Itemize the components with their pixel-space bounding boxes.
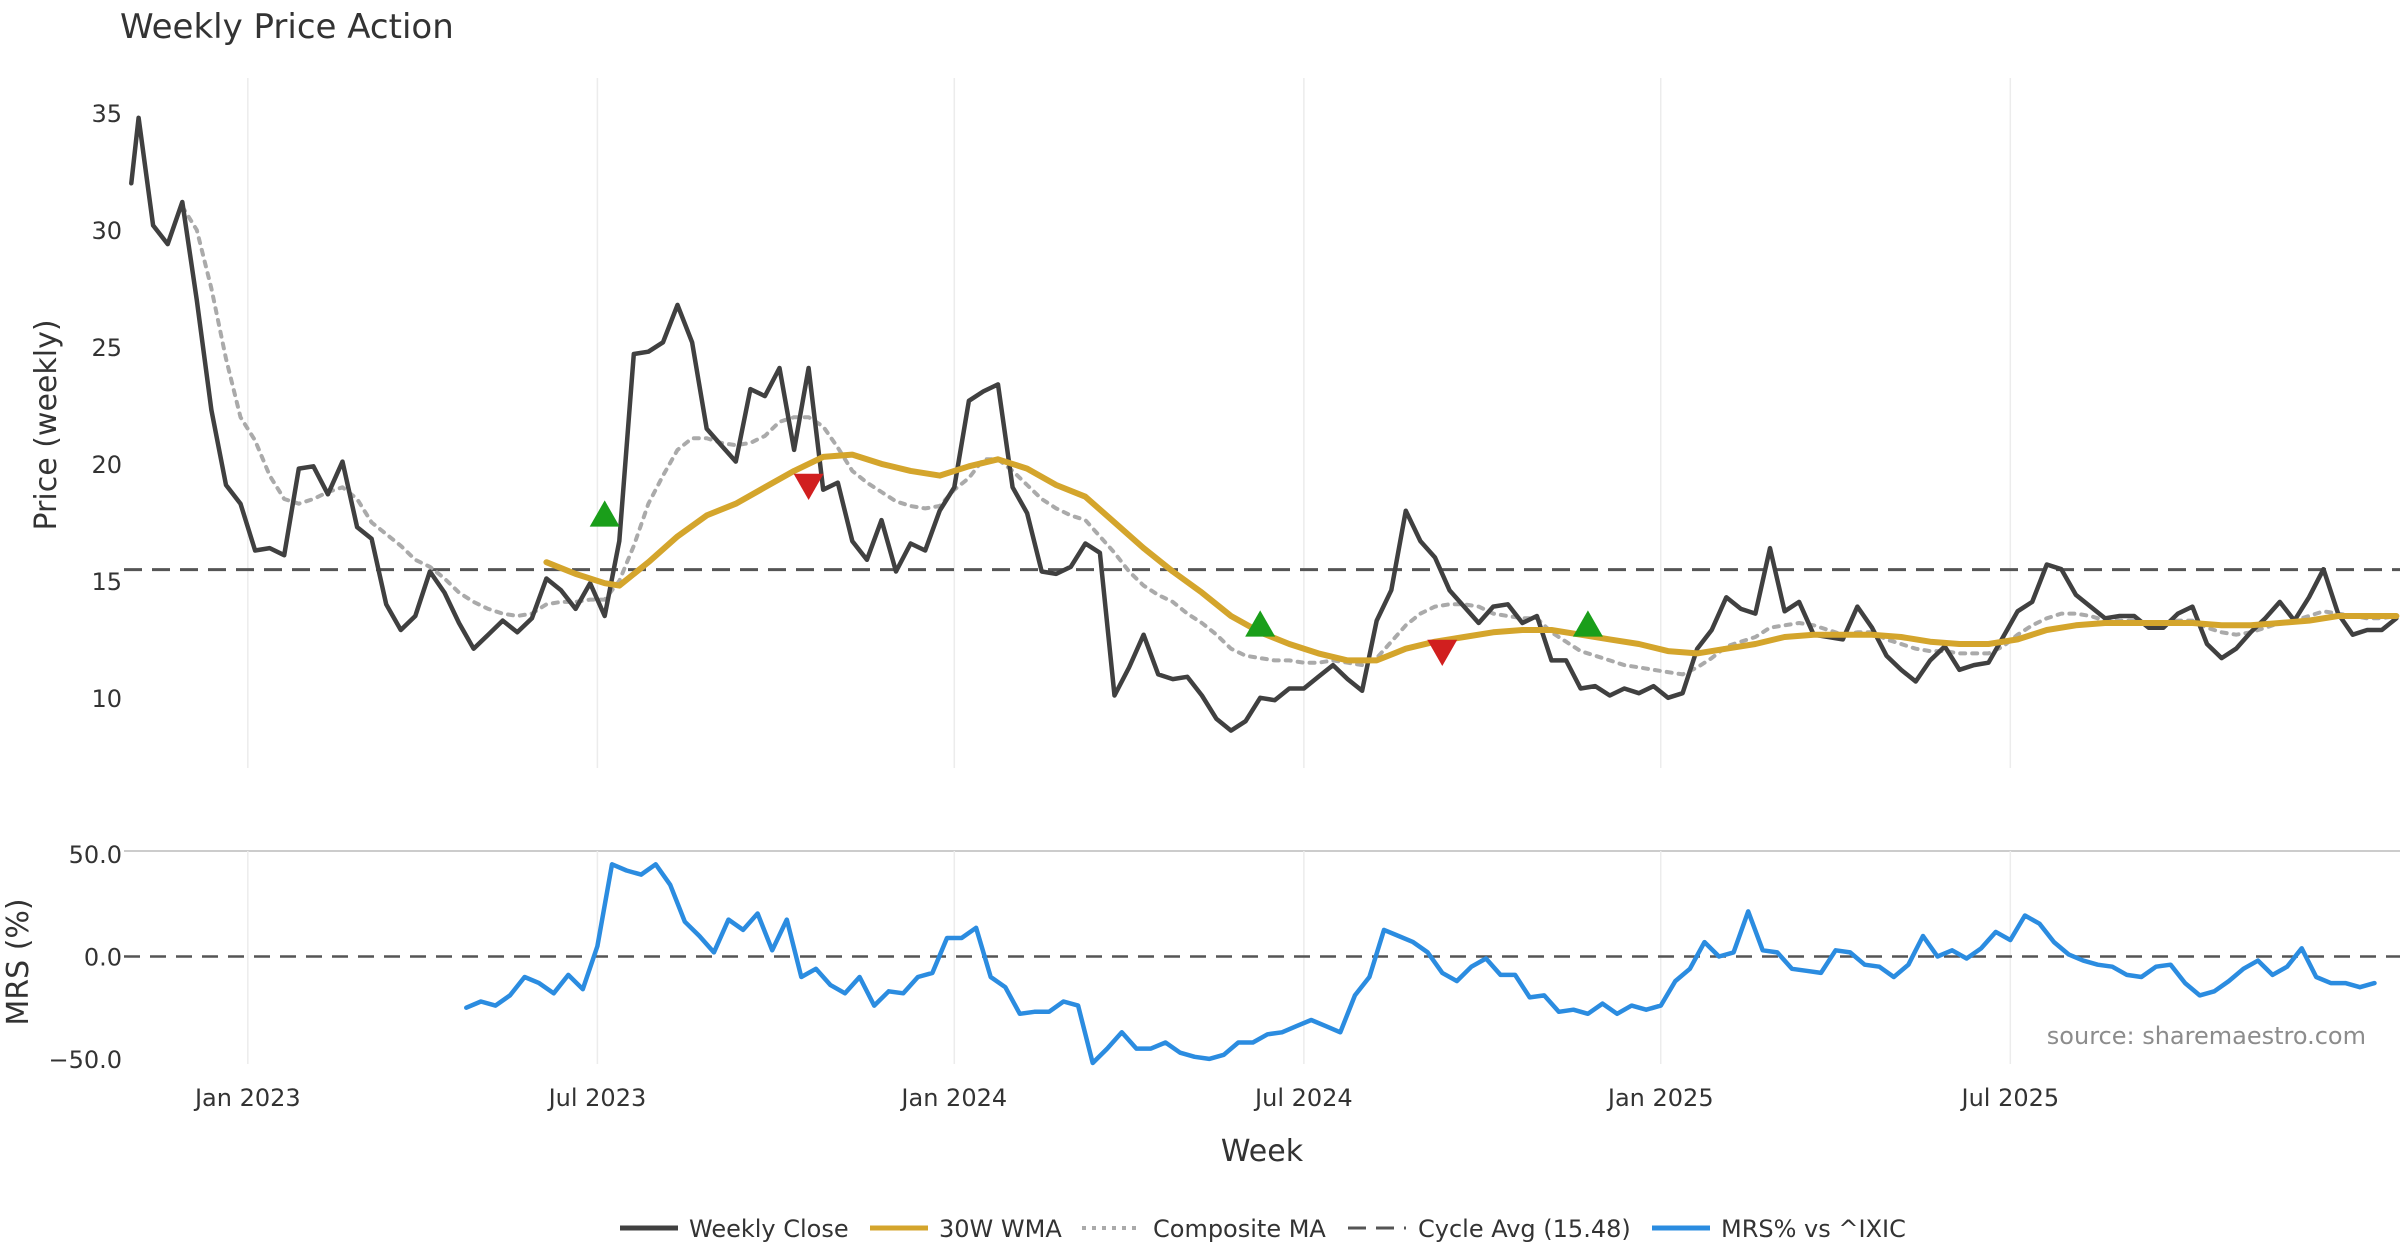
legend-item-weekly-close: Weekly Close: [620, 1215, 849, 1243]
series-mrs-vs-ixic: [464, 862, 2377, 1066]
price-y-ticks: 10 15 20 25 30 35: [91, 100, 122, 713]
legend: Weekly Close 30W WMA Composite MA Cycle …: [620, 1215, 1906, 1243]
legend-label-weekly-close: Weekly Close: [689, 1215, 849, 1243]
price-y-tick-35: 35: [91, 100, 122, 128]
series-composite-ma: [180, 204, 2399, 677]
chart-title: Weekly Price Action: [120, 7, 454, 47]
x-tick-jan-2024: Jan 2024: [899, 1084, 1007, 1112]
legend-item-composite-ma: Composite MA: [1082, 1215, 1326, 1243]
price-y-axis-label: Price (weekly): [29, 319, 64, 530]
mrs-series: [464, 862, 2377, 1066]
price-y-tick-15: 15: [91, 568, 122, 596]
mrs-y-ticks: −50.0 0.0 50.0: [48, 841, 122, 1074]
price-series: [129, 115, 2400, 733]
legend-item-cycle-avg: Cycle Avg (15.48): [1348, 1215, 1631, 1243]
x-tick-jan-2025: Jan 2025: [1606, 1084, 1714, 1112]
price-y-tick-20: 20: [91, 451, 122, 479]
source-annotation: source: sharemaestro.com: [2047, 1022, 2366, 1050]
series-30w-wma: [543, 451, 2400, 664]
buy-marker-3: [1245, 610, 1276, 637]
mrs-y-tick-0: −50.0: [48, 1046, 122, 1074]
legend-label-30w-wma: 30W WMA: [939, 1215, 1062, 1243]
legend-label-composite-ma: Composite MA: [1153, 1215, 1326, 1243]
buy-marker-1: [589, 500, 620, 527]
sell-marker-2: [793, 473, 824, 500]
legend-item-30w-wma: 30W WMA: [870, 1215, 1062, 1243]
x-tick-jul-2023: Jul 2023: [547, 1084, 647, 1112]
price-y-tick-30: 30: [91, 217, 122, 245]
mrs-y-axis-label: MRS (%): [1, 898, 36, 1025]
mrs-y-tick-2: 50.0: [69, 841, 122, 869]
buy-marker-5: [1572, 610, 1603, 637]
price-y-tick-25: 25: [91, 334, 122, 362]
series-weekly-close: [129, 115, 2399, 733]
x-tick-jul-2025: Jul 2025: [1960, 1084, 2060, 1112]
mrs-y-tick-1: 0.0: [84, 943, 122, 971]
x-tick-labels: Jan 2023 Jul 2023 Jan 2024 Jul 2024 Jan 2025…: [193, 1084, 2059, 1112]
legend-item-mrs: MRS% vs ^IXIC: [1652, 1215, 1906, 1243]
sell-marker-4: [1427, 639, 1458, 667]
price-gridlines: [247, 78, 2012, 768]
x-tick-jul-2024: Jul 2024: [1253, 1084, 1353, 1112]
x-tick-jan-2023: Jan 2023: [193, 1084, 301, 1112]
legend-label-cycle-avg: Cycle Avg (15.48): [1418, 1215, 1631, 1243]
price-y-tick-10: 10: [91, 685, 122, 713]
x-axis-label: Week: [1221, 1134, 1304, 1169]
legend-label-mrs: MRS% vs ^IXIC: [1721, 1215, 1906, 1243]
signal-markers: [589, 473, 1603, 667]
